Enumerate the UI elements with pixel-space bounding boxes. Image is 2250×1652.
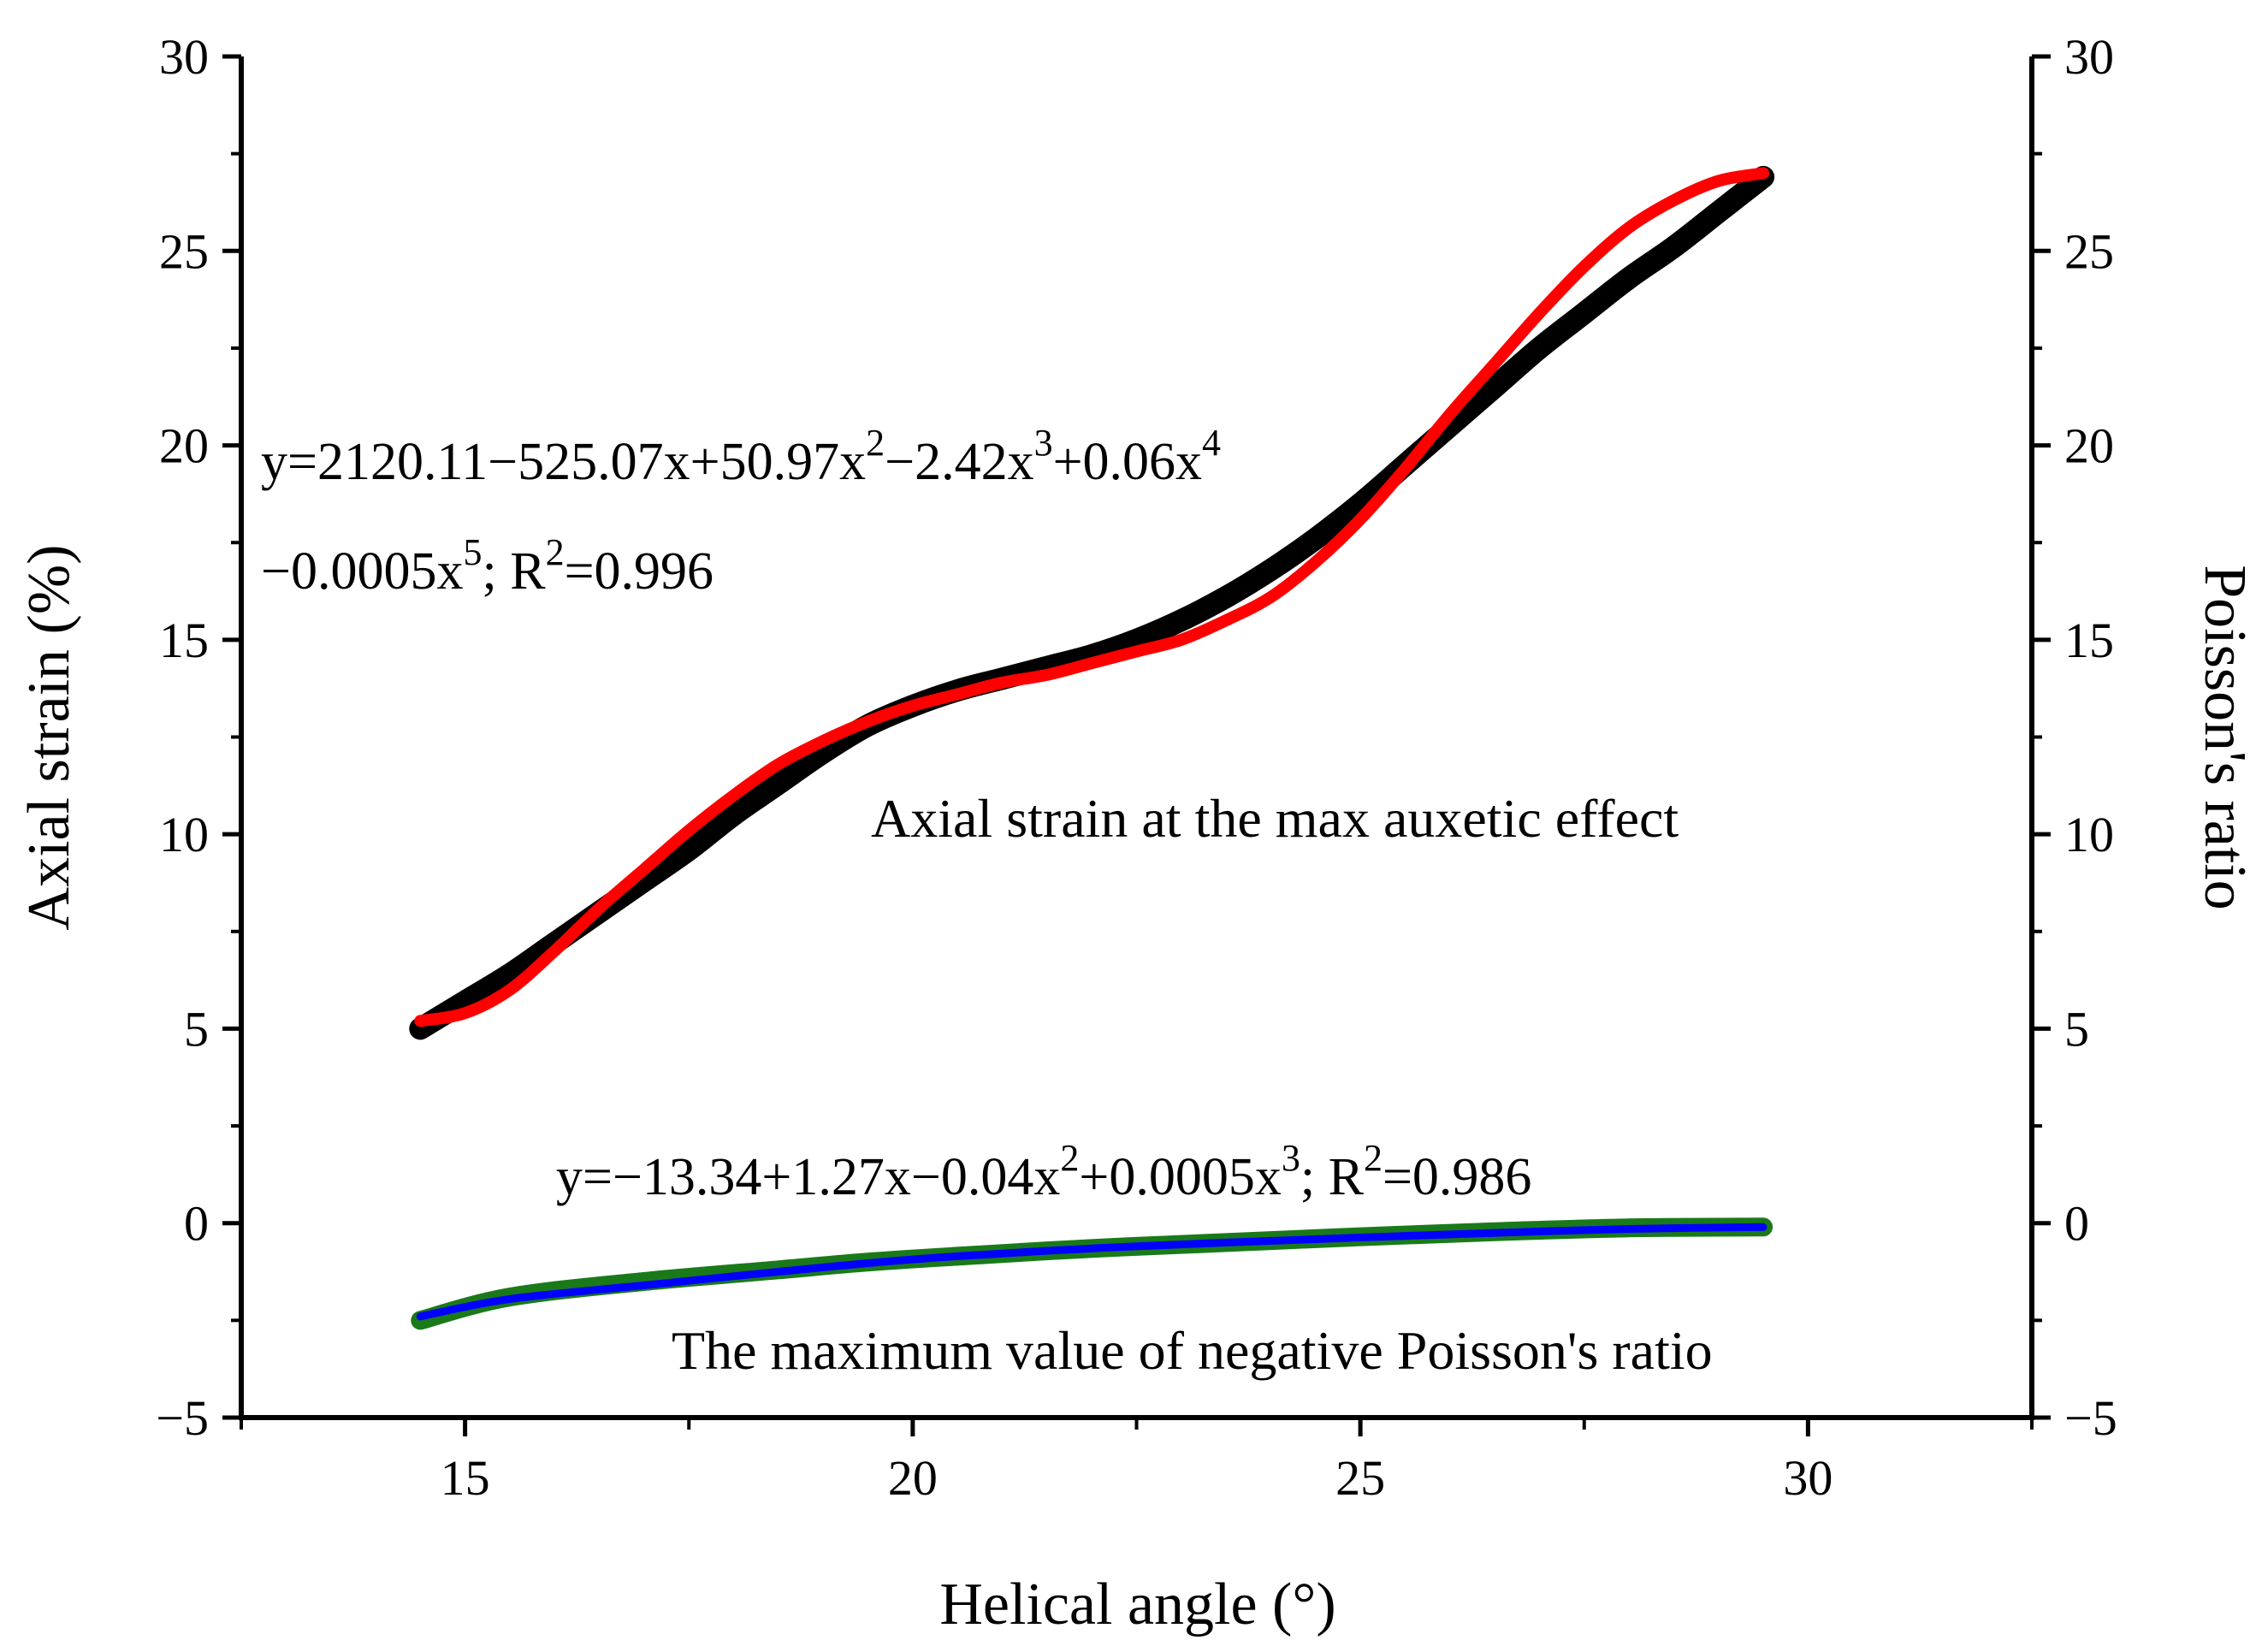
y-tick-label-right: −5 <box>2064 1390 2117 1446</box>
x-tick-label: 30 <box>1783 1450 1833 1506</box>
y-tick-label-right: 5 <box>2064 1001 2089 1057</box>
eq2-part: ; R <box>1300 1148 1365 1206</box>
y-tick-label-left: 30 <box>159 29 209 85</box>
eq2-part: +0.0005x <box>1079 1148 1281 1206</box>
eq1-part: =0.996 <box>565 542 713 601</box>
eq1-exp: 2 <box>866 422 885 464</box>
axial-strain-label: Axial strain at the max auxetic effect <box>871 788 1679 849</box>
poisson-fit-equation: y=−13.34+1.27x−0.04x2+0.0005x3; R2=0.986 <box>556 1137 1531 1206</box>
axes-frame <box>239 56 2034 1420</box>
y-tick-label-right: 15 <box>2064 613 2114 668</box>
y-tick-label-right: 0 <box>2064 1196 2089 1252</box>
eq1-exp: 4 <box>1202 422 1221 464</box>
x-tick-label: 15 <box>441 1450 490 1506</box>
y-tick-label-right: 25 <box>2064 223 2114 279</box>
y-tick-label-left: −5 <box>156 1390 209 1446</box>
y-tick-label-right: 20 <box>2064 418 2114 474</box>
eq2-part: =0.986 <box>1383 1148 1531 1206</box>
eq1-exp: 2 <box>546 531 565 573</box>
y-tick-label-right: 10 <box>2064 807 2114 862</box>
eq1-part: y=2120.11−525.07x+50.97x <box>261 433 866 491</box>
poisson-ratio-label: The maximum value of negative Poisson's … <box>672 1320 1713 1381</box>
y-tick-label-left: 15 <box>159 613 209 668</box>
y-tick-label-right: 30 <box>2064 29 2114 85</box>
eq1-part: +0.06x <box>1053 433 1202 491</box>
axial-strain-data-curve <box>409 165 1775 1040</box>
x-tick-label: 20 <box>888 1450 938 1506</box>
axial-fit-equation-line1: y=2120.11−525.07x+50.97x2−2.42x3+0.06x4 <box>261 422 1221 491</box>
axial-strain-fit-curve <box>414 167 1770 1027</box>
eq1-part: −2.42x <box>885 433 1033 491</box>
eq1-part: ; R <box>482 542 546 601</box>
y-tick-label-left: 25 <box>159 223 209 279</box>
eq1-exp: 3 <box>1034 422 1053 464</box>
poisson-ratio-data-curve <box>411 1217 1773 1330</box>
eq2-exp: 2 <box>1060 1137 1079 1179</box>
y-tick-label-left: 0 <box>184 1196 209 1252</box>
y-tick-label-left: 10 <box>159 807 209 862</box>
y-tick-label-left: 5 <box>184 1001 209 1057</box>
eq2-exp: 2 <box>1364 1137 1383 1179</box>
y-axis-title-left: Axial strain (%) <box>16 545 82 931</box>
series-layer <box>409 165 1775 1330</box>
eq2-part: y=−13.34+1.27x−0.04x <box>556 1148 1060 1206</box>
eq1-exp: 5 <box>463 531 482 573</box>
axial-fit-equation-line2: −0.0005x5; R2=0.996 <box>261 531 713 601</box>
eq1-part: −0.0005x <box>261 542 463 601</box>
poisson-ratio-fit-curve <box>416 1223 1767 1321</box>
x-tick-label: 25 <box>1335 1450 1385 1506</box>
x-axis-title: Helical angle (°) <box>939 1572 1335 1637</box>
y-tick-label-left: 20 <box>159 418 209 474</box>
eq2-exp: 3 <box>1282 1137 1300 1179</box>
y-axis-title-right: Poisson's ratio <box>2192 565 2250 910</box>
